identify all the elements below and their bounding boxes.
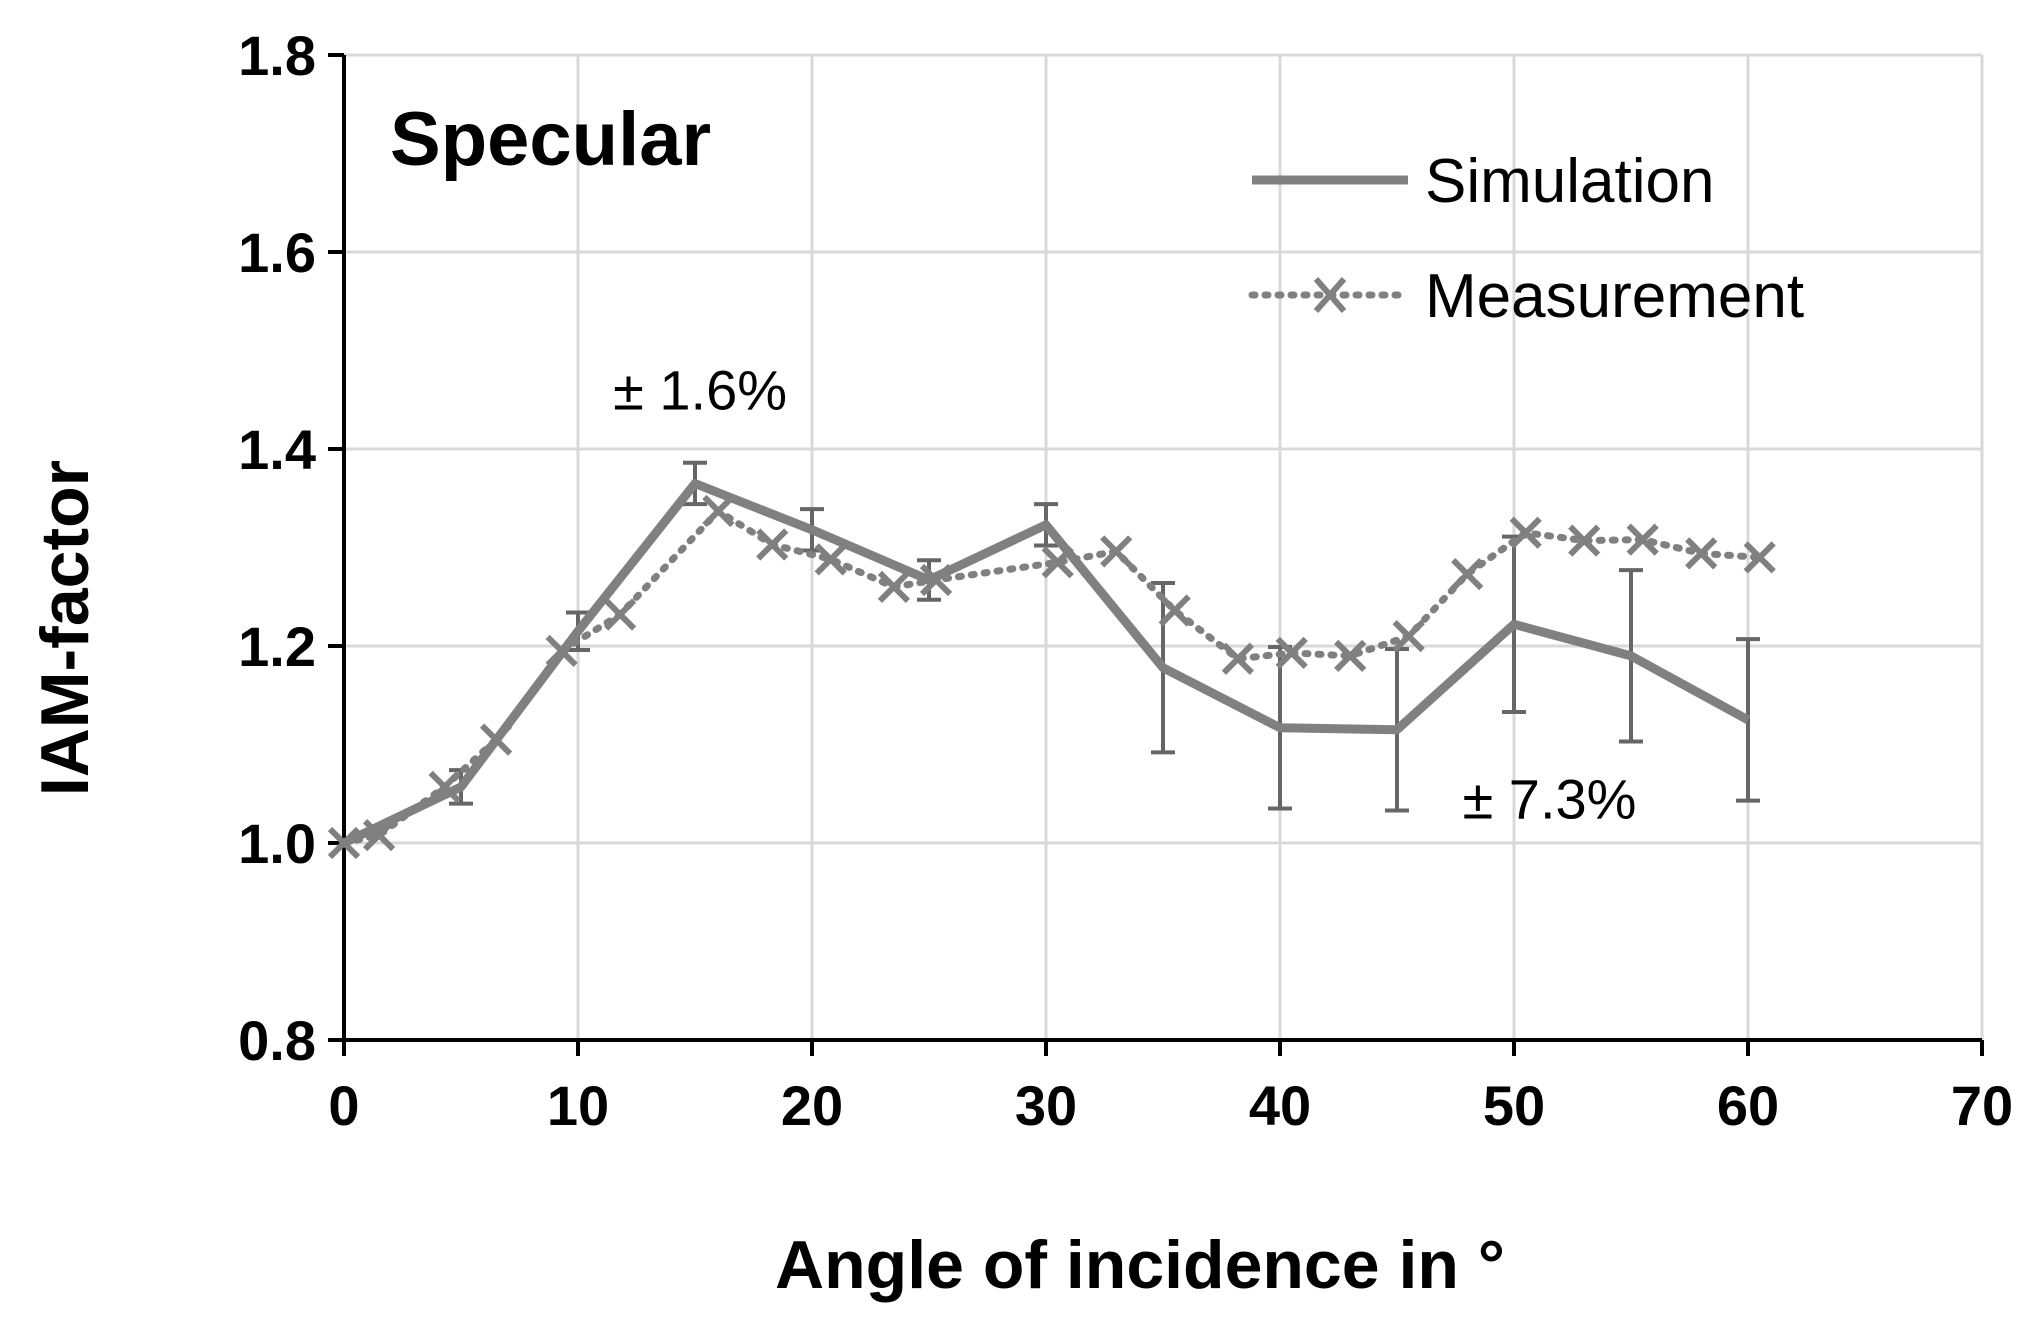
measurement-point [327, 826, 361, 860]
marker-stroke [1100, 535, 1133, 568]
marker-stroke [327, 826, 361, 860]
annotation-high-angle-error: ± 7.3% [1463, 767, 1637, 830]
x-tick-label: 40 [1249, 1074, 1311, 1137]
measurement-point [1334, 639, 1367, 672]
marker-stroke [1275, 636, 1308, 670]
marker-stroke [1392, 620, 1425, 653]
measurement-point [702, 494, 735, 528]
marker-stroke [1743, 541, 1776, 574]
marker-stroke [479, 723, 513, 756]
marker-stroke [814, 543, 847, 576]
y-tick-label: 1.8 [238, 24, 316, 87]
x-tick-label: 30 [1015, 1074, 1077, 1137]
grid-lines [344, 53, 1984, 1040]
measurement-point [603, 598, 637, 631]
marker-stroke [545, 634, 578, 668]
x-axis-title: Angle of incidence in ° [775, 1227, 1505, 1303]
measurement-point [1743, 541, 1776, 574]
marker-stroke [1685, 537, 1718, 570]
measurement-point [1509, 516, 1542, 549]
measurement-point [1100, 535, 1133, 568]
marker-stroke [1568, 524, 1601, 557]
marker-stroke [1334, 639, 1367, 672]
measurement-point [362, 818, 396, 852]
x-tick-label: 60 [1717, 1074, 1779, 1137]
y-axis-title: IAM-factor [27, 460, 103, 796]
marker-stroke [1626, 523, 1659, 556]
measurement-point [428, 770, 461, 803]
x-tick-label: 50 [1483, 1074, 1545, 1137]
measurement-point [1275, 636, 1308, 670]
axes [342, 55, 1982, 1042]
y-tick-label: 1.6 [238, 221, 316, 284]
x-tick-label: 10 [547, 1074, 609, 1137]
measurement-point [1568, 524, 1601, 557]
marker-stroke [1509, 516, 1542, 549]
marker-stroke [919, 563, 953, 597]
x-axis-ticks: 0 10 20 30 40 50 60 70 [328, 1040, 2013, 1137]
measurement-point [1451, 557, 1484, 591]
x-tick-label: 20 [781, 1074, 843, 1137]
marker-stroke [877, 570, 911, 604]
series-layer [327, 479, 1776, 860]
measurement-point [1626, 523, 1659, 556]
measurement-point [1685, 537, 1718, 570]
y-tick-label: 0.8 [238, 1009, 316, 1072]
legend-simulation-label: Simulation [1425, 147, 1714, 216]
marker-stroke [1221, 642, 1255, 675]
legend: Simulation Measurement [1248, 147, 1804, 331]
measurement-point [1041, 546, 1074, 579]
marker-stroke [702, 494, 735, 528]
marker-stroke [428, 770, 461, 803]
measurement-point [479, 723, 513, 756]
marker-stroke [603, 598, 637, 631]
y-tick-label: 1.0 [238, 812, 316, 875]
measurement-point [756, 528, 789, 561]
measurement-point [1392, 620, 1425, 653]
marker-stroke [756, 528, 789, 561]
annotation-low-angle-error: ± 1.6% [613, 359, 787, 422]
y-tick-label: 1.4 [238, 418, 316, 481]
measurement-point [1158, 594, 1191, 627]
x-tick-label: 0 [328, 1074, 359, 1137]
chart-title: Specular [390, 97, 711, 182]
legend-measurement-marker [1313, 277, 1347, 313]
series-line-simulation [342, 479, 1751, 848]
x-tick-label: 70 [1951, 1074, 2013, 1137]
measurement-point [545, 634, 578, 668]
marker-stroke [1158, 594, 1191, 627]
measurement-point [1221, 642, 1255, 675]
y-tick-label: 1.2 [238, 615, 316, 678]
measurement-point [877, 570, 911, 604]
marker-stroke [1451, 557, 1484, 591]
y-axis-ticks: 0.8 1.0 1.2 1.4 1.6 1.8 [238, 24, 344, 1072]
marker-stroke [1041, 546, 1074, 579]
measurement-point [814, 543, 847, 576]
measurement-point [919, 563, 953, 597]
marker-stroke [362, 818, 396, 852]
legend-measurement-label: Measurement [1425, 262, 1804, 331]
